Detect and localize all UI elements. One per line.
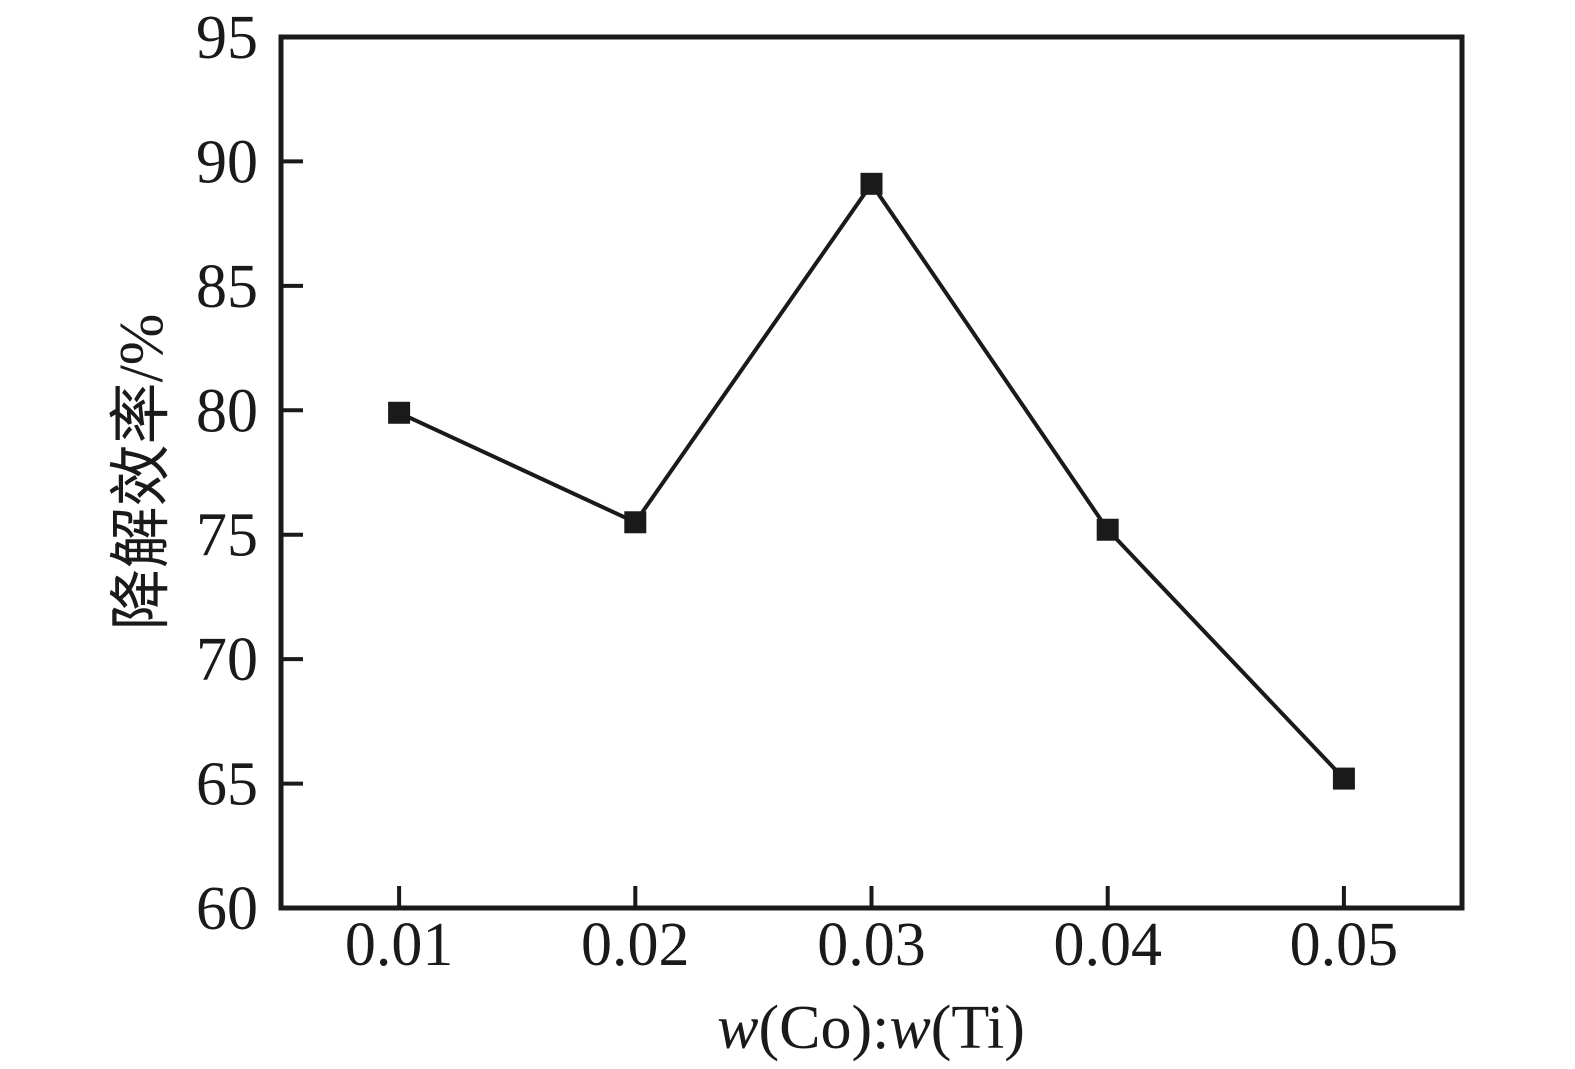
x-axis-ticks <box>397 886 1346 908</box>
data-point-markers <box>388 172 1355 790</box>
x-tick-label: 0.03 <box>817 911 926 979</box>
data-point-marker <box>624 511 647 534</box>
x-axis-title-part: w <box>889 994 930 1062</box>
data-point-marker <box>860 172 883 195</box>
x-axis-title-part: (Ti) <box>931 994 1025 1062</box>
y-axis-tick-labels: 95 90 85 80 75 70 65 60 <box>196 4 258 943</box>
y-tick-label: 75 <box>196 502 258 570</box>
data-point-marker <box>388 401 411 424</box>
x-axis-title: w(Co):w(Ti) <box>717 994 1025 1062</box>
y-tick-label: 85 <box>196 253 258 321</box>
x-tick-label: 0.02 <box>581 911 690 979</box>
y-axis-ticks <box>281 159 303 786</box>
data-point-marker <box>1332 767 1355 790</box>
y-tick-label: 60 <box>196 875 258 943</box>
y-tick-label: 70 <box>196 626 258 694</box>
y-tick-label: 90 <box>196 128 258 196</box>
y-tick-label: 65 <box>196 751 258 819</box>
x-tick-label: 0.01 <box>345 911 454 979</box>
x-axis-title-part: (Co): <box>758 994 889 1062</box>
y-tick-label: 95 <box>196 4 258 72</box>
data-point-marker <box>1096 518 1119 541</box>
data-line <box>398 180 1346 780</box>
x-tick-label: 0.04 <box>1053 911 1162 979</box>
x-axis-title-part: w <box>717 994 758 1062</box>
y-axis-title: 降解效率/% <box>108 314 176 631</box>
x-axis-tick-labels: 0.01 0.02 0.03 0.04 0.05 <box>345 911 1398 979</box>
plot-area-border <box>278 34 1465 911</box>
x-tick-label: 0.05 <box>1290 911 1399 979</box>
y-tick-label: 80 <box>196 377 258 445</box>
